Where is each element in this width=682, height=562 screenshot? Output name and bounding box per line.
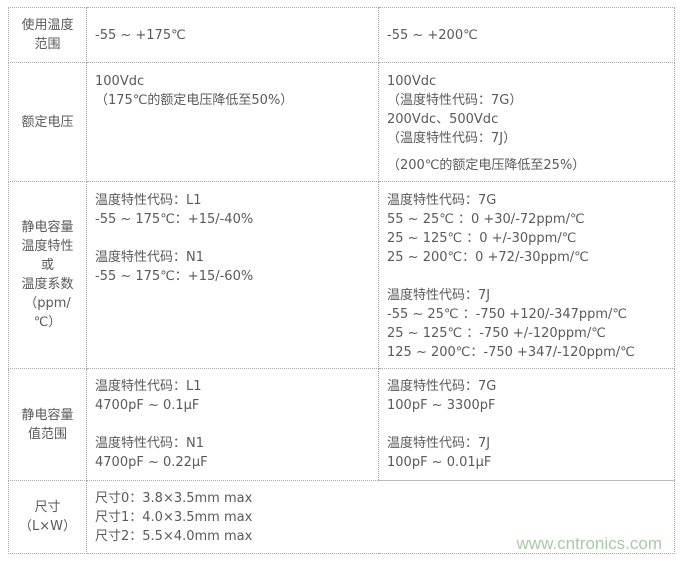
spec-table: 使用温度 范围 -55 ~ +175℃ -55 ~ +200℃ 额定电压 100… (8, 7, 675, 554)
cell: 温度特性代码：7G 100pF ~ 3300pF 温度特性代码：7J 100pF… (378, 368, 675, 481)
cell: 温度特性代码：L1 -55 ~ 175℃：+15/-40% 温度特性代码：N1 … (86, 181, 379, 369)
cell-line: -55 ~ +200℃ (387, 27, 478, 43)
row-header: 静电容量 值范围 (8, 368, 87, 481)
header-line: 范围 (34, 37, 61, 52)
cell-line: 温度特性代码：7G (387, 193, 497, 208)
cell-line: 温度特性代码：N1 (95, 250, 204, 265)
cell: -55 ~ +200℃ (378, 7, 675, 63)
table-row: 静电容量 值范围 温度特性代码：L1 4700pF ~ 0.1μF 温度特性代码… (8, 368, 675, 481)
cell: 温度特性代码：7G 55 ~ 25℃ ：0 +30/-72ppm/℃ 25 ~ … (378, 181, 675, 369)
header-line: 或 (40, 258, 54, 273)
cell-line: 100pF ~ 3300pF (387, 398, 496, 413)
watermark: www.cntronics.com (516, 534, 662, 553)
cell-line: 尺寸0：3.8×3.5mm max (95, 490, 253, 506)
cell-line: 温度特性代码：L1 (95, 379, 202, 394)
cell-line: 200Vdc、500Vdc (387, 112, 499, 127)
cell-line: 25 ~ 125℃ ：0 +/-30ppm/℃ (387, 231, 577, 246)
cell-line: 25 ~ 200℃：0 +72/-30ppm/℃ (387, 250, 589, 265)
cell-line: （温度特性代码：7G） (387, 93, 523, 108)
header-line: 额定电压 (21, 114, 74, 130)
cell-line: 100Vdc (387, 74, 437, 89)
cell: 温度特性代码：L1 4700pF ~ 0.1μF 温度特性代码：N1 4700p… (86, 368, 379, 481)
cell-line: 温度特性代码：7J (387, 288, 491, 303)
header-line: 温度特性 (21, 239, 74, 254)
header-line: 静电容量 (21, 407, 74, 423)
cell: 100Vdc （175℃的额定电压降低至50%） (86, 62, 379, 182)
header-line: 尺寸 (34, 500, 61, 515)
cell-line: 尺寸1：4.0×3.5mm max (95, 509, 253, 525)
cell-line: 4700pF ~ 0.22μF (95, 455, 208, 470)
header-line: 使用温度 (21, 18, 74, 33)
header-line: （ppm/ (24, 296, 71, 311)
header-line: 静电容量 (21, 220, 74, 235)
cell-line: 温度特性代码：7J (387, 436, 491, 451)
cell-line: 100Vdc (95, 74, 145, 89)
table-row: 额定电压 100Vdc （175℃的额定电压降低至50%） 100Vdc （温度… (8, 62, 675, 182)
cell-line: -55 ~ 25℃ ：-750 +120/-347ppm/℃ (387, 307, 628, 322)
cell: -55 ~ +175℃ (86, 7, 379, 63)
row-header: 额定电压 (8, 62, 87, 182)
header-line: （L×W） (19, 519, 76, 534)
cell-line: （温度特性代码：7J） (387, 131, 517, 146)
cell-line: （200℃的额定电压降低至25%） (387, 158, 586, 173)
cell-line: 温度特性代码：7G (387, 379, 497, 394)
cell-line: 125 ~ 200℃：-750 +347/-120ppm/℃ (387, 345, 635, 360)
cell-line: 25 ~ 125℃ ：-750 +/-120ppm/℃ (387, 326, 606, 341)
table-row: 尺寸 （L×W） 尺寸0：3.8×3.5mm max 尺寸1：4.0×3.5mm… (8, 480, 675, 554)
cell-line: 55 ~ 25℃ ：0 +30/-72ppm/℃ (387, 212, 585, 227)
header-line: ℃） (33, 315, 62, 330)
cell-line: 尺寸2：5.5×4.0mm max (95, 528, 253, 544)
cell-line: -55 ~ 175℃：+15/-40% (95, 212, 254, 227)
cell-line: 温度特性代码：L1 (95, 193, 202, 208)
cell-line: （175℃的额定电压降低至50%） (95, 93, 294, 108)
row-header: 使用温度 范围 (8, 7, 87, 63)
cell-line: 4700pF ~ 0.1μF (95, 398, 200, 413)
header-line: 温度系数 (21, 277, 74, 292)
table-row: 静电容量 温度特性 或 温度系数 （ppm/ ℃） 温度特性代码：L1 -55 … (8, 181, 675, 369)
cell-line: 温度特性代码：N1 (95, 436, 204, 451)
cell: 尺寸0：3.8×3.5mm max 尺寸1：4.0×3.5mm max 尺寸2：… (86, 480, 675, 554)
row-header: 尺寸 （L×W） (8, 480, 87, 554)
cell-line: -55 ~ 175℃：+15/-60% (95, 269, 254, 284)
row-header: 静电容量 温度特性 或 温度系数 （ppm/ ℃） (8, 181, 87, 369)
cell-line: -55 ~ +175℃ (95, 27, 186, 43)
cell: 100Vdc （温度特性代码：7G） 200Vdc、500Vdc （温度特性代码… (378, 62, 675, 182)
table-row: 使用温度 范围 -55 ~ +175℃ -55 ~ +200℃ (8, 7, 675, 63)
cell-line: 100pF ~ 0.01μF (387, 455, 492, 470)
header-line: 值范围 (27, 426, 67, 442)
